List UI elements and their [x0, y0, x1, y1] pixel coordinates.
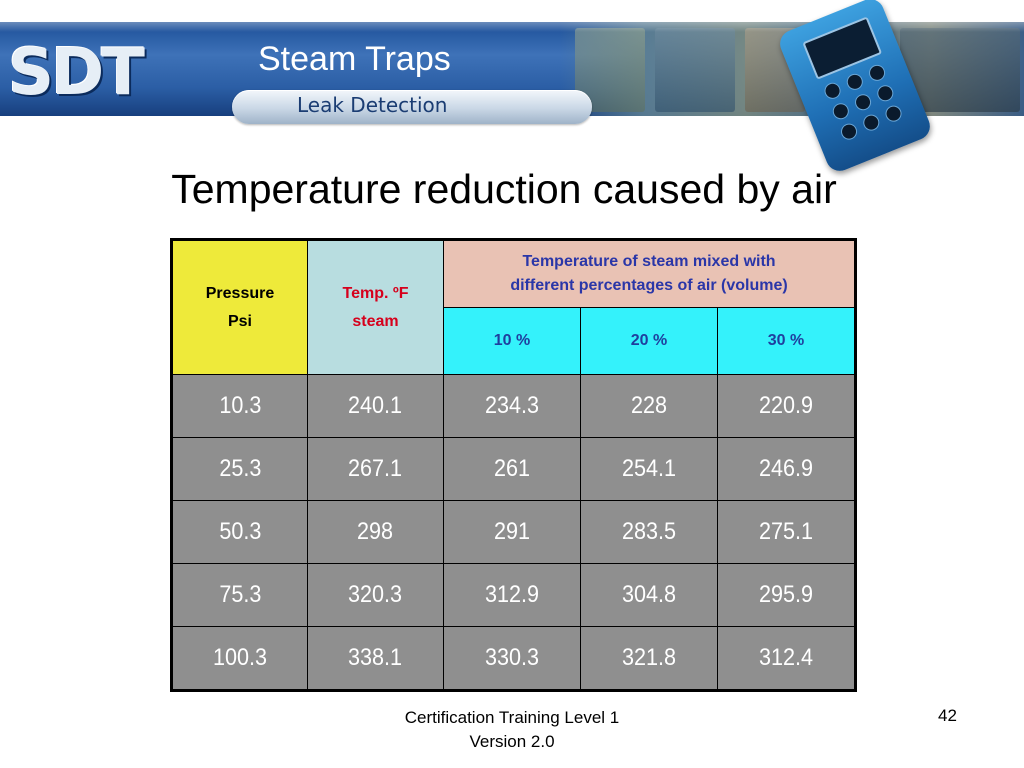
cell-temp-20: 228	[580, 374, 718, 438]
cell-temp-10: 234.3	[443, 374, 581, 438]
cell-temp-20: 304.8	[580, 563, 718, 627]
header-banner: SDT Steam Traps Leak Detection	[0, 0, 1024, 176]
cell-steam-temp: 320.3	[307, 563, 444, 627]
device-key	[830, 100, 852, 122]
header-air-20: 20 %	[580, 307, 718, 375]
device-key	[852, 91, 874, 113]
cell-temp-10: 291	[443, 500, 581, 564]
header-air-mix-line2: different percentages of air (volume)	[510, 277, 788, 294]
page-number: 42	[938, 706, 957, 725]
header-pressure-label: Pressure	[205, 284, 275, 302]
banner-photo	[655, 28, 735, 112]
slide-heading: Temperature reduction caused by air	[0, 166, 1024, 213]
device-key	[822, 80, 843, 102]
table-row: 25.3 267.1 261 254.1 246.9	[171, 437, 857, 501]
section-subtitle: Leak Detection	[297, 93, 448, 117]
cell-temp-30: 312.4	[716, 626, 857, 691]
temperature-table: Pressure Psi Temp. ºF steam Temperature …	[170, 238, 858, 692]
table-row: 100.3 338.1 330.3 321.8 312.4	[171, 626, 857, 691]
cell-pressure: 25.3	[171, 437, 308, 501]
cell-pressure: 50.3	[171, 500, 308, 564]
cell-temp-20: 254.1	[580, 437, 718, 501]
cell-pressure: 10.3	[171, 374, 308, 438]
cell-temp-30: 220.9	[716, 374, 857, 438]
cell-steam-temp: 338.1	[307, 626, 444, 691]
cell-pressure: 75.3	[171, 563, 308, 627]
banner-shine	[0, 22, 1024, 32]
cell-steam-temp: 298	[307, 500, 444, 564]
sdt-logo: SDT	[8, 36, 145, 110]
cell-temp-20: 283.5	[580, 500, 718, 564]
cell-temp-10: 312.9	[443, 563, 581, 627]
table-row: 50.3 298 291 283.5 275.1	[171, 500, 857, 564]
device-key	[874, 82, 896, 104]
device-key	[866, 62, 888, 84]
table-row: 75.3 320.3 312.9 304.8 295.9	[171, 563, 857, 627]
slide-heading-text: Temperature reduction caused by air	[171, 166, 837, 212]
banner-photo	[900, 28, 1020, 112]
cell-temp-10: 330.3	[443, 626, 581, 691]
device-key	[844, 71, 866, 93]
cell-steam-temp: 267.1	[307, 437, 444, 501]
header-air-10: 10 %	[443, 307, 581, 375]
cell-temp-20: 321.8	[580, 626, 718, 691]
header-temp-label: Temp. ºF	[342, 284, 409, 302]
cell-temp-10: 261	[443, 437, 581, 501]
header-air-mix-line1: Temperature of steam mixed with	[522, 253, 776, 270]
cell-temp-30: 295.9	[716, 563, 857, 627]
footer-version: Version 2.0	[469, 732, 555, 751]
cell-temp-30: 275.1	[716, 500, 857, 564]
header-air-mix: Temperature of steam mixed with differen…	[442, 239, 857, 308]
device-key	[860, 112, 882, 134]
cell-pressure: 100.3	[171, 626, 308, 691]
header-pressure: Pressure Psi	[171, 239, 308, 375]
table-row: 10.3 240.1 234.3 228 220.9	[171, 374, 857, 438]
footer-course: Certification Training Level 1	[404, 708, 620, 727]
header-air-30: 30 %	[716, 307, 857, 375]
device-key	[838, 121, 860, 143]
cell-temp-30: 246.9	[716, 437, 857, 501]
header-pressure-unit: Psi	[227, 312, 252, 330]
section-title: Steam Traps	[258, 40, 451, 78]
subtitle-pill	[232, 90, 592, 124]
cell-steam-temp: 240.1	[307, 374, 444, 438]
header-temp: Temp. ºF steam	[307, 239, 444, 375]
device-key	[883, 103, 904, 125]
header-temp-sub: steam	[352, 312, 399, 330]
footer-info: Certification Training Level 1 Version 2…	[0, 706, 1024, 754]
